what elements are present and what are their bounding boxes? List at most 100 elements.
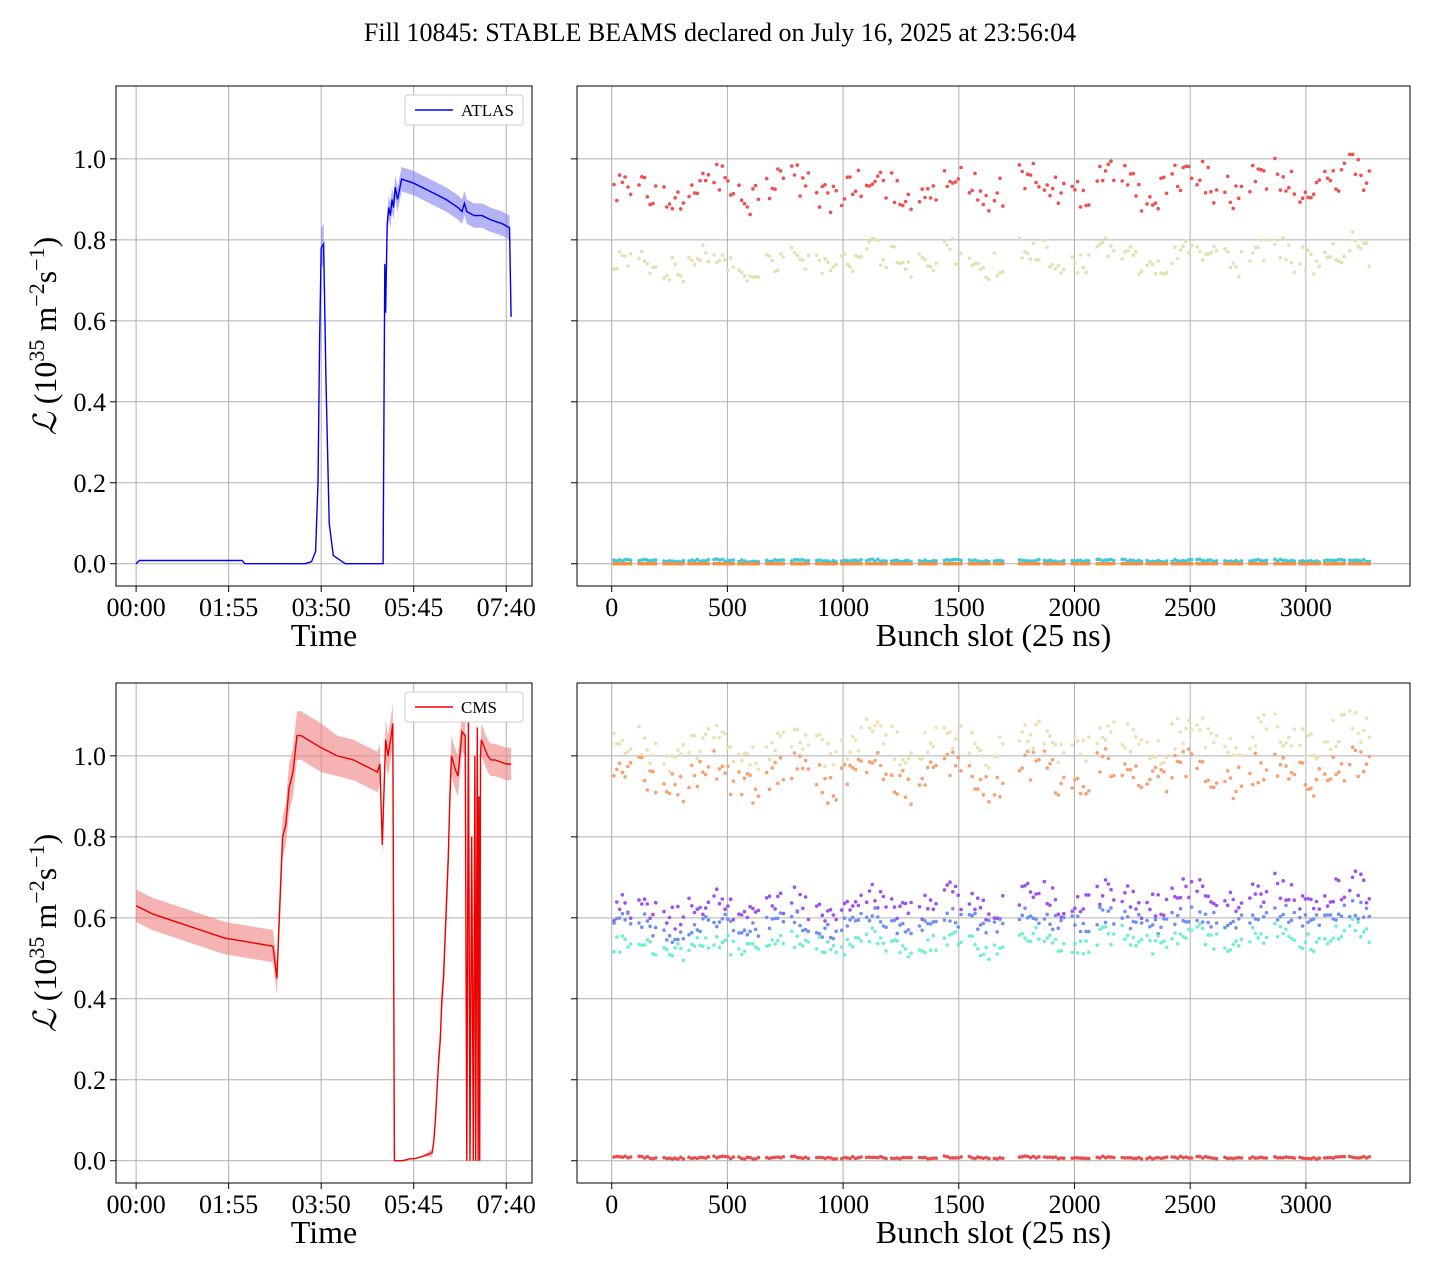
data-point xyxy=(1253,744,1258,748)
data-point xyxy=(828,935,833,940)
data-point xyxy=(831,943,836,948)
data-point xyxy=(920,187,924,191)
data-point xyxy=(1031,916,1036,920)
y-tick-label: 0.4 xyxy=(74,985,107,1014)
data-point xyxy=(1298,760,1302,765)
data-point xyxy=(776,781,780,786)
data-point xyxy=(1112,720,1116,724)
data-point xyxy=(1353,913,1358,918)
data-point xyxy=(712,920,716,925)
data-point xyxy=(698,929,702,934)
data-point xyxy=(1317,754,1322,759)
data-point xyxy=(653,558,658,562)
data-point xyxy=(873,1155,877,1160)
data-point xyxy=(945,943,949,947)
data-point xyxy=(789,559,794,563)
data-point xyxy=(1170,721,1174,726)
data-point xyxy=(948,880,952,884)
data-point xyxy=(870,236,875,240)
data-point xyxy=(901,921,905,926)
data-point xyxy=(798,1155,802,1160)
data-point xyxy=(651,201,655,206)
data-point xyxy=(1309,195,1313,200)
data-point xyxy=(978,923,983,927)
data-point xyxy=(1300,761,1305,765)
data-point xyxy=(1023,906,1027,910)
data-point xyxy=(1239,913,1244,917)
figure-title: Fill 10845: STABLE BEAMS declared on Jul… xyxy=(363,18,1077,47)
data-point xyxy=(1173,163,1177,168)
data-point xyxy=(1300,946,1305,951)
data-point xyxy=(1275,724,1280,729)
data-point xyxy=(1062,750,1066,755)
data-point xyxy=(739,758,744,763)
x-tick-label: 03:50 xyxy=(292,1190,351,1219)
data-point xyxy=(853,738,858,742)
data-point xyxy=(626,264,630,268)
data-point xyxy=(1356,774,1360,779)
data-point xyxy=(673,262,677,267)
data-point xyxy=(781,176,786,180)
data-point xyxy=(823,776,827,781)
data-point xyxy=(1364,906,1369,911)
data-point xyxy=(737,770,741,774)
data-point xyxy=(1259,720,1263,724)
data-point xyxy=(676,748,680,752)
data-point xyxy=(1292,727,1297,731)
data-point xyxy=(628,922,633,926)
data-point xyxy=(987,912,991,916)
data-point xyxy=(953,884,958,889)
data-point xyxy=(642,259,647,263)
data-point xyxy=(976,787,980,791)
data-point xyxy=(1292,559,1297,563)
data-point xyxy=(667,202,672,206)
data-point xyxy=(1184,239,1188,243)
data-point xyxy=(1336,912,1341,916)
data-point xyxy=(637,898,641,902)
data-point xyxy=(1334,258,1338,262)
data-point xyxy=(873,929,877,934)
data-point xyxy=(1278,561,1283,566)
data-point xyxy=(1175,256,1180,261)
data-point xyxy=(687,750,691,755)
data-point xyxy=(867,557,872,562)
data-point xyxy=(928,922,933,926)
data-point xyxy=(1228,200,1233,205)
data-point xyxy=(1248,921,1252,925)
data-point xyxy=(720,764,725,769)
data-point xyxy=(717,945,722,950)
data-point xyxy=(1314,777,1319,782)
data-point xyxy=(1025,1154,1030,1159)
data-point xyxy=(1303,940,1308,944)
data-point xyxy=(1045,729,1049,733)
data-point xyxy=(1084,929,1088,934)
data-point xyxy=(742,928,747,932)
data-point xyxy=(978,905,983,910)
data-point xyxy=(1034,258,1038,262)
data-point xyxy=(987,957,991,962)
data-point xyxy=(998,946,1002,951)
data-point xyxy=(981,561,986,566)
data-point xyxy=(1184,920,1188,924)
data-point xyxy=(967,902,972,906)
data-point xyxy=(1106,756,1111,761)
data-point xyxy=(1309,732,1313,736)
data-point xyxy=(1170,937,1174,941)
data-point xyxy=(881,924,886,928)
data-point xyxy=(1053,913,1058,918)
data-point xyxy=(731,191,736,196)
data-point xyxy=(778,561,783,566)
data-point xyxy=(1045,559,1049,563)
data-point xyxy=(953,262,958,266)
data-point xyxy=(1017,903,1022,907)
data-point xyxy=(1095,923,1099,927)
data-point xyxy=(1156,1155,1160,1160)
data-point xyxy=(776,731,780,735)
data-point xyxy=(748,773,752,777)
data-point xyxy=(1195,557,1199,562)
data-point xyxy=(1209,933,1213,937)
data-point xyxy=(1303,269,1308,273)
data-point xyxy=(1001,894,1005,898)
x-axis-label: Time xyxy=(291,617,357,653)
data-point xyxy=(1028,559,1033,563)
